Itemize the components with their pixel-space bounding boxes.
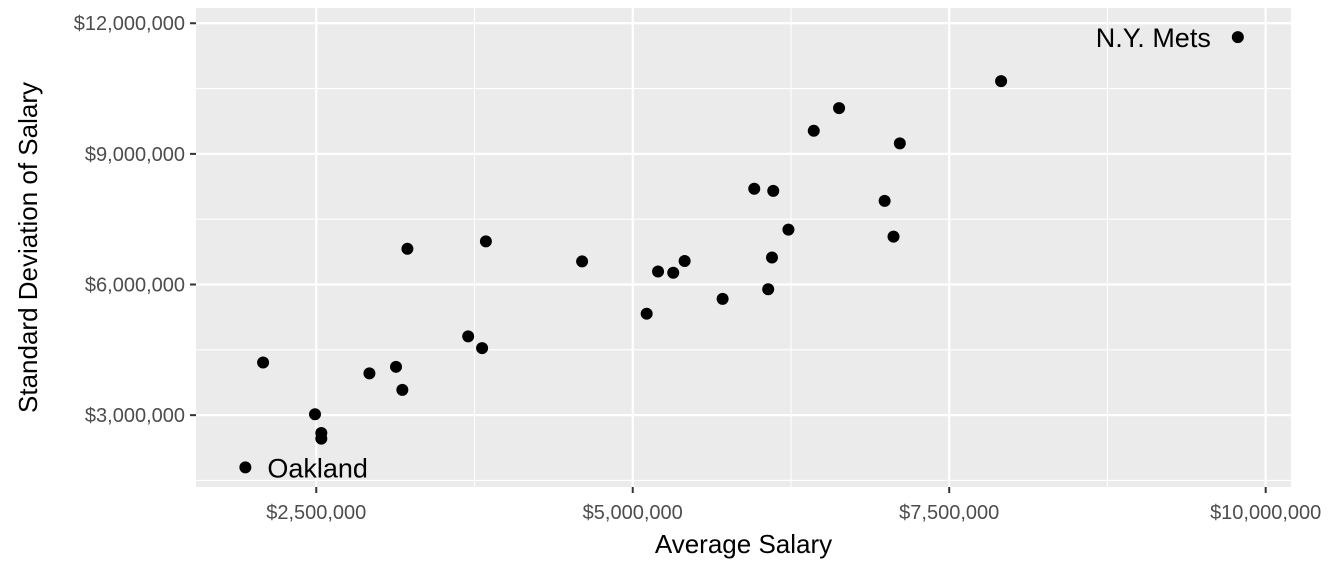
data-point	[748, 182, 761, 195]
data-point	[576, 255, 589, 268]
data-point	[887, 230, 900, 243]
data-points	[239, 31, 1244, 474]
y-tick-label: $12,000,000	[74, 13, 185, 35]
data-point	[640, 307, 653, 320]
data-point	[667, 266, 680, 279]
x-axis-title: Average Salary	[655, 529, 832, 559]
point-labels: N.Y. Mets Oakland	[267, 23, 1210, 483]
y-tick-label: $9,000,000	[85, 144, 185, 166]
data-point	[782, 223, 795, 236]
data-point	[652, 265, 665, 278]
data-point	[239, 461, 252, 474]
data-point	[315, 432, 328, 445]
point-label: Oakland	[267, 453, 368, 483]
data-point	[807, 124, 820, 137]
plot-panel	[196, 8, 1291, 487]
x-tick-label: $2,500,000	[266, 502, 366, 524]
y-tick-label: $3,000,000	[85, 405, 185, 427]
data-point	[363, 367, 376, 380]
x-axis: $2,500,000 $5,000,000 $7,500,000 $10,000,00…	[266, 487, 1321, 524]
data-point	[878, 194, 891, 207]
data-point	[476, 342, 489, 355]
data-point	[390, 360, 403, 373]
data-point	[678, 254, 691, 267]
data-point	[767, 184, 780, 197]
data-point	[1231, 31, 1244, 44]
y-axis: $3,000,000 $6,000,000 $9,000,000 $12,000,00…	[74, 13, 196, 427]
data-point	[765, 251, 778, 264]
data-point	[995, 75, 1008, 88]
major-gridlines	[196, 8, 1291, 487]
y-tick-label: $6,000,000	[85, 275, 185, 297]
data-point	[762, 283, 775, 296]
x-tick-label: $7,500,000	[899, 502, 999, 524]
minor-gridlines	[196, 8, 1291, 487]
data-point	[893, 137, 906, 150]
data-point	[401, 242, 414, 255]
x-tick-label: $5,000,000	[583, 502, 683, 524]
data-point	[833, 102, 846, 115]
data-point	[716, 292, 729, 305]
data-point	[396, 383, 409, 396]
data-point	[479, 235, 492, 248]
point-label: N.Y. Mets	[1096, 23, 1211, 53]
y-axis-title: Standard Deviation of Salary	[13, 82, 43, 413]
x-tick-label: $10,000,000	[1210, 502, 1321, 524]
data-point	[257, 356, 270, 369]
data-point	[308, 408, 321, 421]
data-point	[462, 330, 475, 343]
